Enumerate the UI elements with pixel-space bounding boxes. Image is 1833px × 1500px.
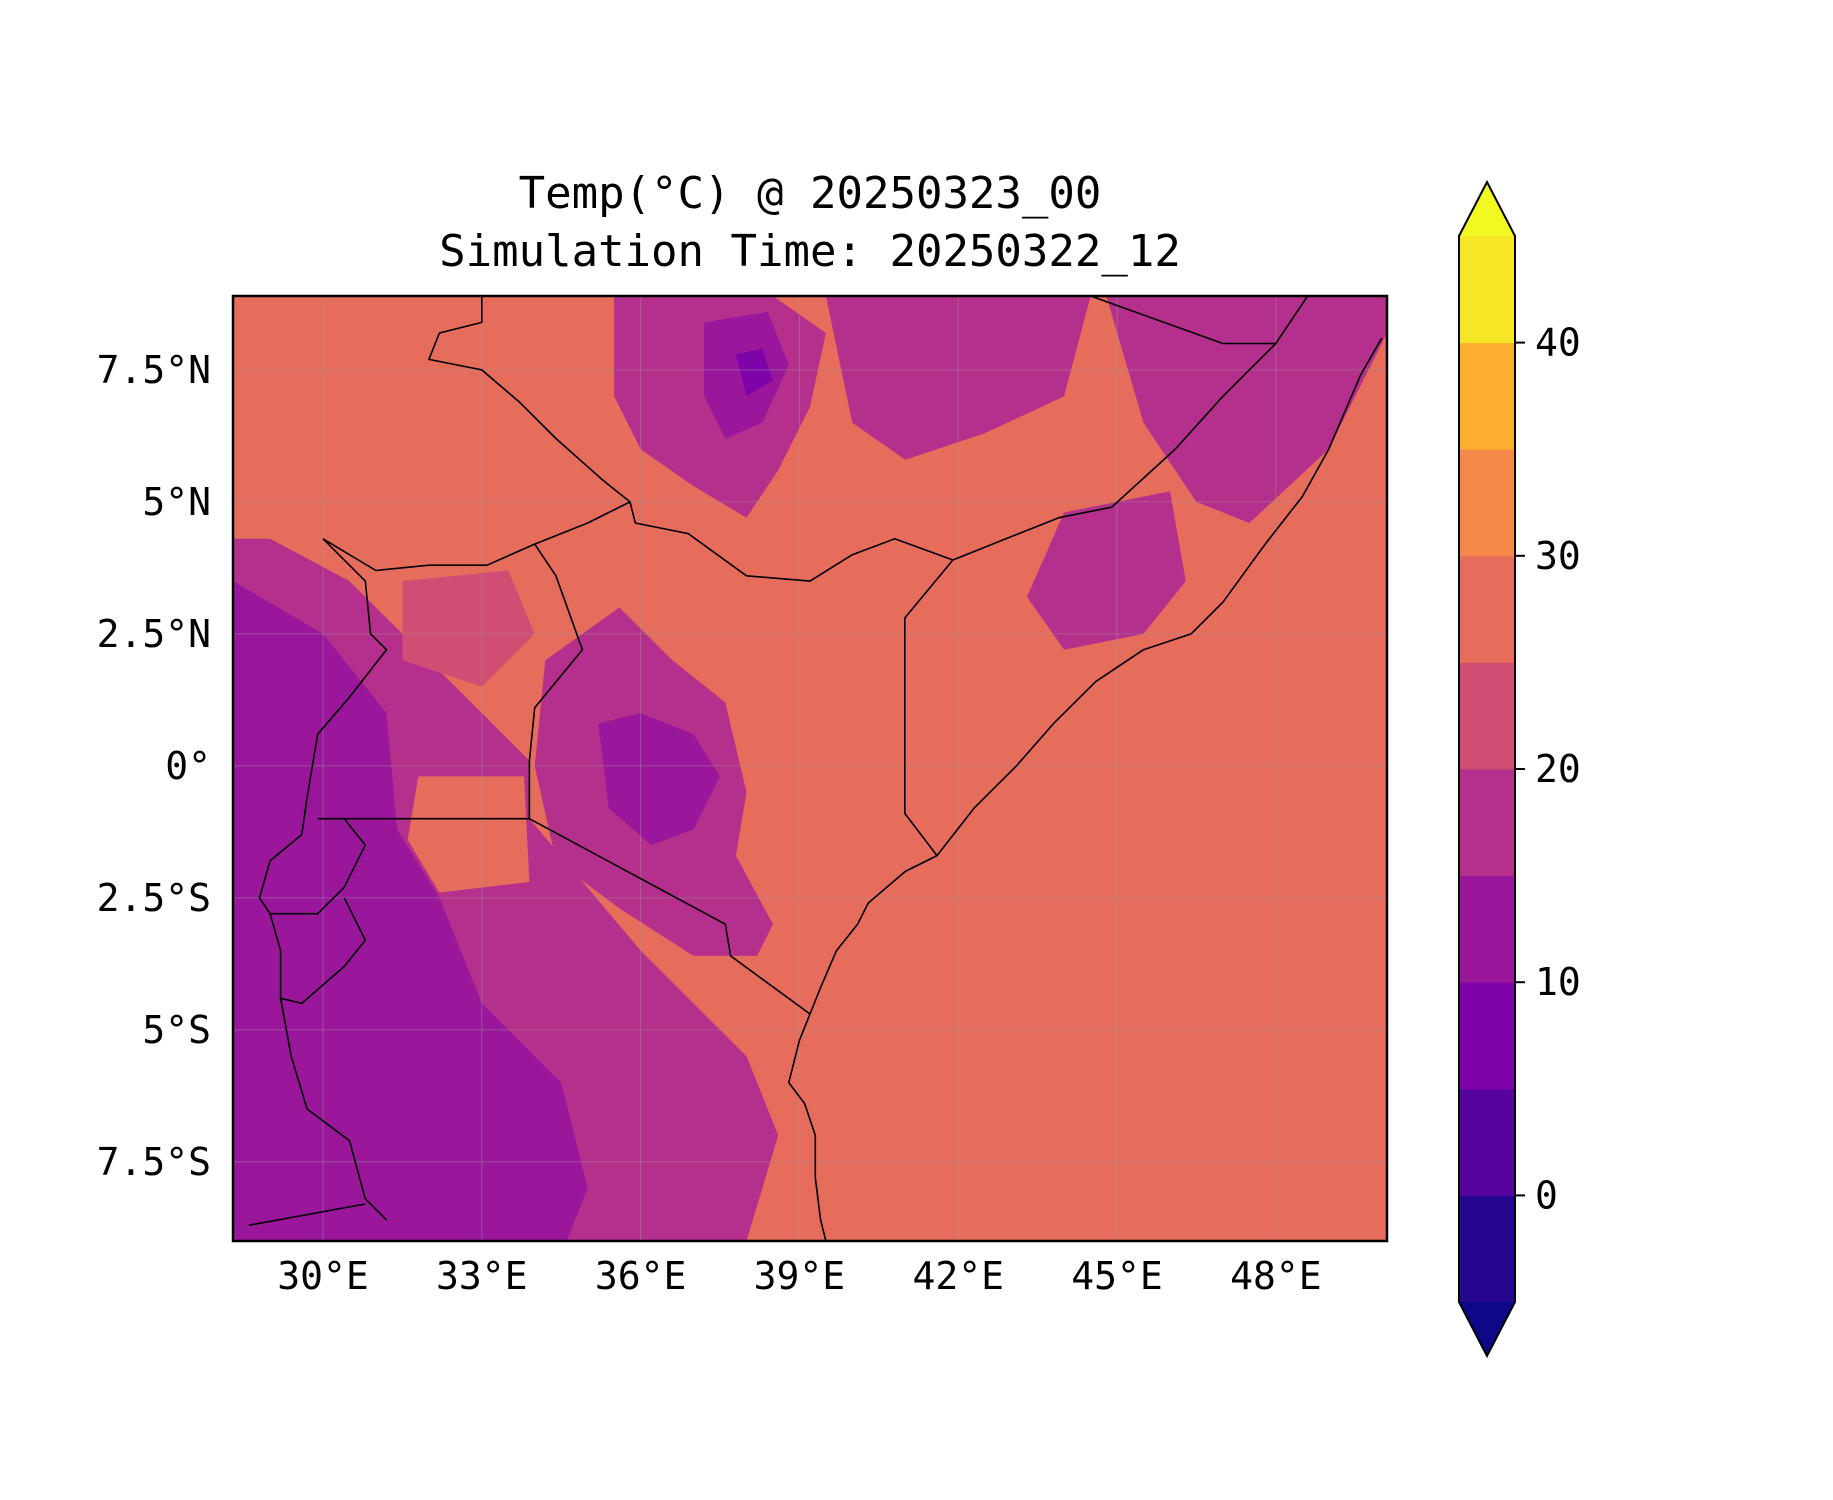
region-rift-valley-warm <box>630 528 673 618</box>
colorbar-band <box>1459 769 1515 877</box>
region-lake-victoria-warm <box>407 776 530 893</box>
border-kenya-tanzania <box>529 817 811 1015</box>
lon-tick-label: 48°E <box>1230 1254 1322 1298</box>
colorbar-band <box>1459 662 1515 770</box>
border-burundi-tanzania <box>269 897 367 1005</box>
colorbar-tick-label: 0 <box>1535 1173 1558 1217</box>
colorbar-band <box>1459 555 1515 663</box>
lat-tick-label: 2.5°N <box>97 612 211 656</box>
colorbar-extend-high <box>1459 182 1515 236</box>
title-line-2: Simulation Time: 20250322_12 <box>439 226 1181 277</box>
map-frame <box>231 294 1389 1243</box>
border-rwanda-burundi <box>258 818 367 915</box>
lat-tick-label: 7.5°S <box>97 1140 211 1184</box>
border-coast <box>809 337 1383 1015</box>
colorbar-tick-label: 20 <box>1535 747 1581 791</box>
border-coast-south <box>787 1013 827 1241</box>
lat-tick-label: 7.5°N <box>97 348 211 392</box>
lon-tick-label: 45°E <box>1071 1254 1163 1298</box>
country-borders <box>248 296 1383 1241</box>
lat-tick-label: 5°N <box>142 480 211 524</box>
region-somalia-inland-cool <box>1027 491 1186 650</box>
border-drc-uganda <box>301 538 388 835</box>
region-ethiopian-cold <box>735 348 773 397</box>
border-kenya-south-sudan-ethiopia <box>534 501 954 582</box>
colorbar-band <box>1459 342 1515 450</box>
lat-tick-label: 2.5°S <box>97 876 211 920</box>
lat-tick-label: 0° <box>165 744 211 788</box>
border-south-sudan-ethiopia <box>428 296 631 503</box>
region-uganda-north-warm <box>402 570 535 687</box>
map-panel: 30°E 33°E 36°E 39°E 42°E 45°E 48°E 7.5°N 5°N 2.5… <box>97 294 1389 1298</box>
colorbar-tick-label: 40 <box>1535 321 1581 365</box>
lon-tick-label: 39°E <box>754 1254 846 1298</box>
border-uganda-kenya <box>528 543 584 819</box>
colorbar-extend-low <box>1459 1302 1515 1356</box>
border-somaliland-border <box>1090 296 1309 345</box>
border-uganda-south-sudan-drc <box>322 538 536 572</box>
lat-tick-label: 5°S <box>142 1008 211 1052</box>
region-kenya-highlands-core <box>598 713 720 846</box>
region-western-highlands <box>233 581 588 1241</box>
border-kenya-somalia <box>903 559 954 857</box>
region-south-sudan-warm <box>333 401 578 492</box>
lon-tick-label: 36°E <box>595 1254 687 1298</box>
colorbar-band <box>1459 1195 1515 1303</box>
colorbar-tick-label: 30 <box>1535 534 1581 578</box>
gridlines <box>233 296 1387 1241</box>
colorbar-band <box>1459 1088 1515 1196</box>
colorbar-band <box>1459 236 1515 344</box>
border-zambia-tanzania <box>248 1203 366 1226</box>
title-line-1: Temp(°C) @ 20250323_00 <box>519 168 1102 219</box>
region-east-ethiopia-cool <box>825 296 1091 460</box>
colorbar-tick-label: 10 <box>1535 960 1581 1004</box>
lon-tick-label: 33°E <box>436 1254 528 1298</box>
colorbar-band <box>1459 982 1515 1090</box>
colorbar: 0 10 20 30 40 <box>1458 179 1581 1359</box>
temperature-field <box>233 296 1387 1241</box>
latitude-ticks: 7.5°N 5°N 2.5°N 0° 2.5°S 5°S 7.5°S <box>97 348 211 1184</box>
colorbar-band <box>1459 875 1515 983</box>
lon-tick-label: 30°E <box>277 1254 369 1298</box>
colorbar-band <box>1459 449 1515 557</box>
region-tanzania-coast-warm <box>788 955 1319 1231</box>
border-ethiopia-somalia <box>952 342 1277 561</box>
border-lake-tanganyika-west <box>279 998 388 1221</box>
colorbar-outline <box>1458 179 1516 1359</box>
region-somalia-north-cool <box>1106 296 1387 523</box>
lon-tick-label: 42°E <box>912 1254 1004 1298</box>
longitude-ticks: 30°E 33°E 36°E 39°E 42°E 45°E 48°E <box>277 1254 1321 1298</box>
